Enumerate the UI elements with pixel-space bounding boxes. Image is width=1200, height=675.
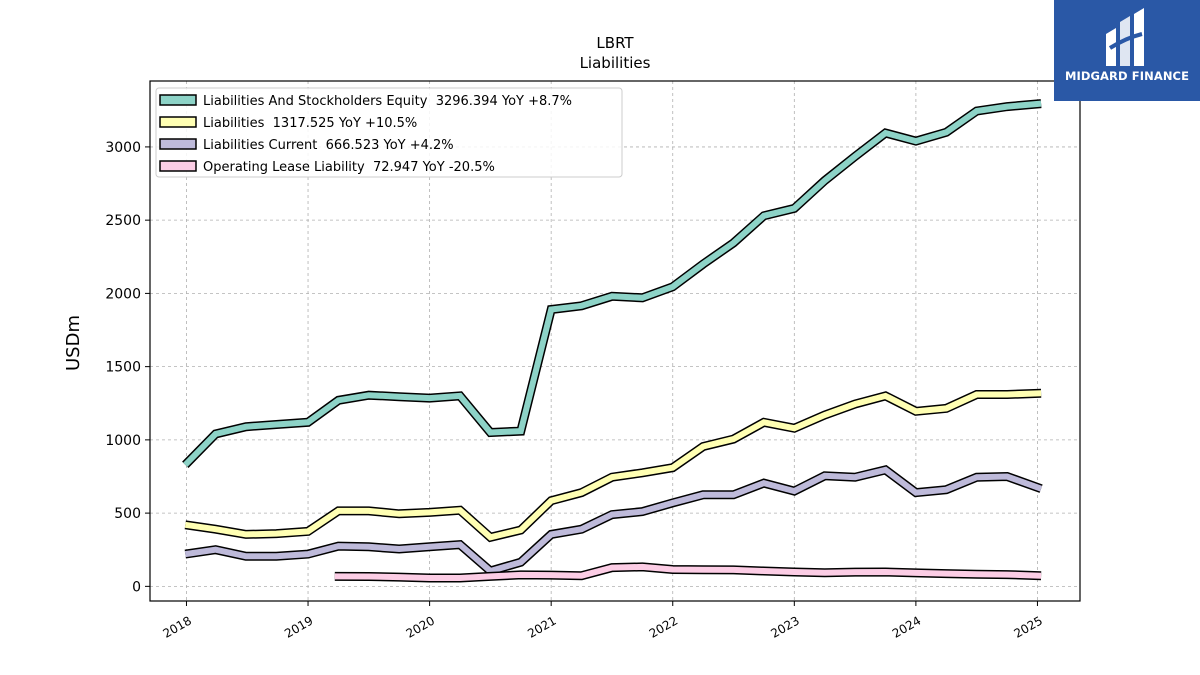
y-tick-label: 1500 xyxy=(105,360,141,376)
x-tick-label: 2019 xyxy=(282,613,315,640)
legend-swatch xyxy=(159,160,197,172)
legend-swatch xyxy=(159,116,197,128)
legend-entry: Liabilities 1317.525 YoY +10.5% xyxy=(203,116,417,131)
legend-swatch xyxy=(159,138,197,150)
brand-name: MIDGARD FINANCE xyxy=(1064,69,1190,83)
y-tick-label: 2500 xyxy=(105,213,141,229)
series-3 xyxy=(334,562,1042,583)
legend-entry: Liabilities And Stockholders Equity 3296… xyxy=(203,94,572,109)
series-2 xyxy=(184,465,1043,577)
legend-box xyxy=(155,87,623,178)
series-lines xyxy=(182,99,1043,583)
grid xyxy=(150,81,1080,601)
brand-logo: MIDGARD FINANCE xyxy=(1054,0,1200,101)
legend: Liabilities And Stockholders Equity 3296… xyxy=(155,87,623,178)
x-tick-label: 2018 xyxy=(161,613,194,640)
series-1 xyxy=(184,388,1042,543)
chart-title: LBRT xyxy=(596,34,634,52)
y-tick-label: 2000 xyxy=(105,286,141,302)
legend-entry: Liabilities Current 666.523 YoY +4.2% xyxy=(203,138,454,153)
legend-swatch xyxy=(159,94,197,106)
series-0 xyxy=(182,99,1042,468)
plot-frame xyxy=(149,80,1081,602)
series-line-outline xyxy=(184,465,1043,577)
axis-ticks: 0 500 1000 1500 2000 2500 3000 2018 2019 2020 2021… xyxy=(105,140,1045,641)
x-tick-label: 2020 xyxy=(404,613,437,640)
x-tick-label: 2023 xyxy=(768,613,801,640)
series-line xyxy=(184,466,1043,575)
x-tick-label: 2022 xyxy=(647,613,680,640)
chart-subtitle: Liabilities xyxy=(580,54,651,72)
x-tick-label: 2025 xyxy=(1011,613,1044,640)
series-line xyxy=(183,100,1042,467)
legend-entry: Operating Lease Liability 72.947 YoY -20… xyxy=(203,160,495,175)
series-line xyxy=(184,390,1042,541)
x-tick-label: 2021 xyxy=(525,613,558,640)
brand-logo-icon xyxy=(1106,8,1144,66)
series-line xyxy=(334,563,1042,581)
y-tick-label: 3000 xyxy=(105,140,141,156)
y-axis-label: USDm xyxy=(63,315,84,371)
y-tick-label: 500 xyxy=(114,506,141,522)
x-tick-label: 2024 xyxy=(890,613,923,640)
y-tick-label: 1000 xyxy=(105,433,141,449)
y-tick-label: 0 xyxy=(132,579,141,595)
